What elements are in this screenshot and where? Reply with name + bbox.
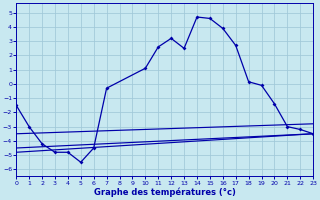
X-axis label: Graphe des températures (°c): Graphe des températures (°c) [94, 188, 236, 197]
